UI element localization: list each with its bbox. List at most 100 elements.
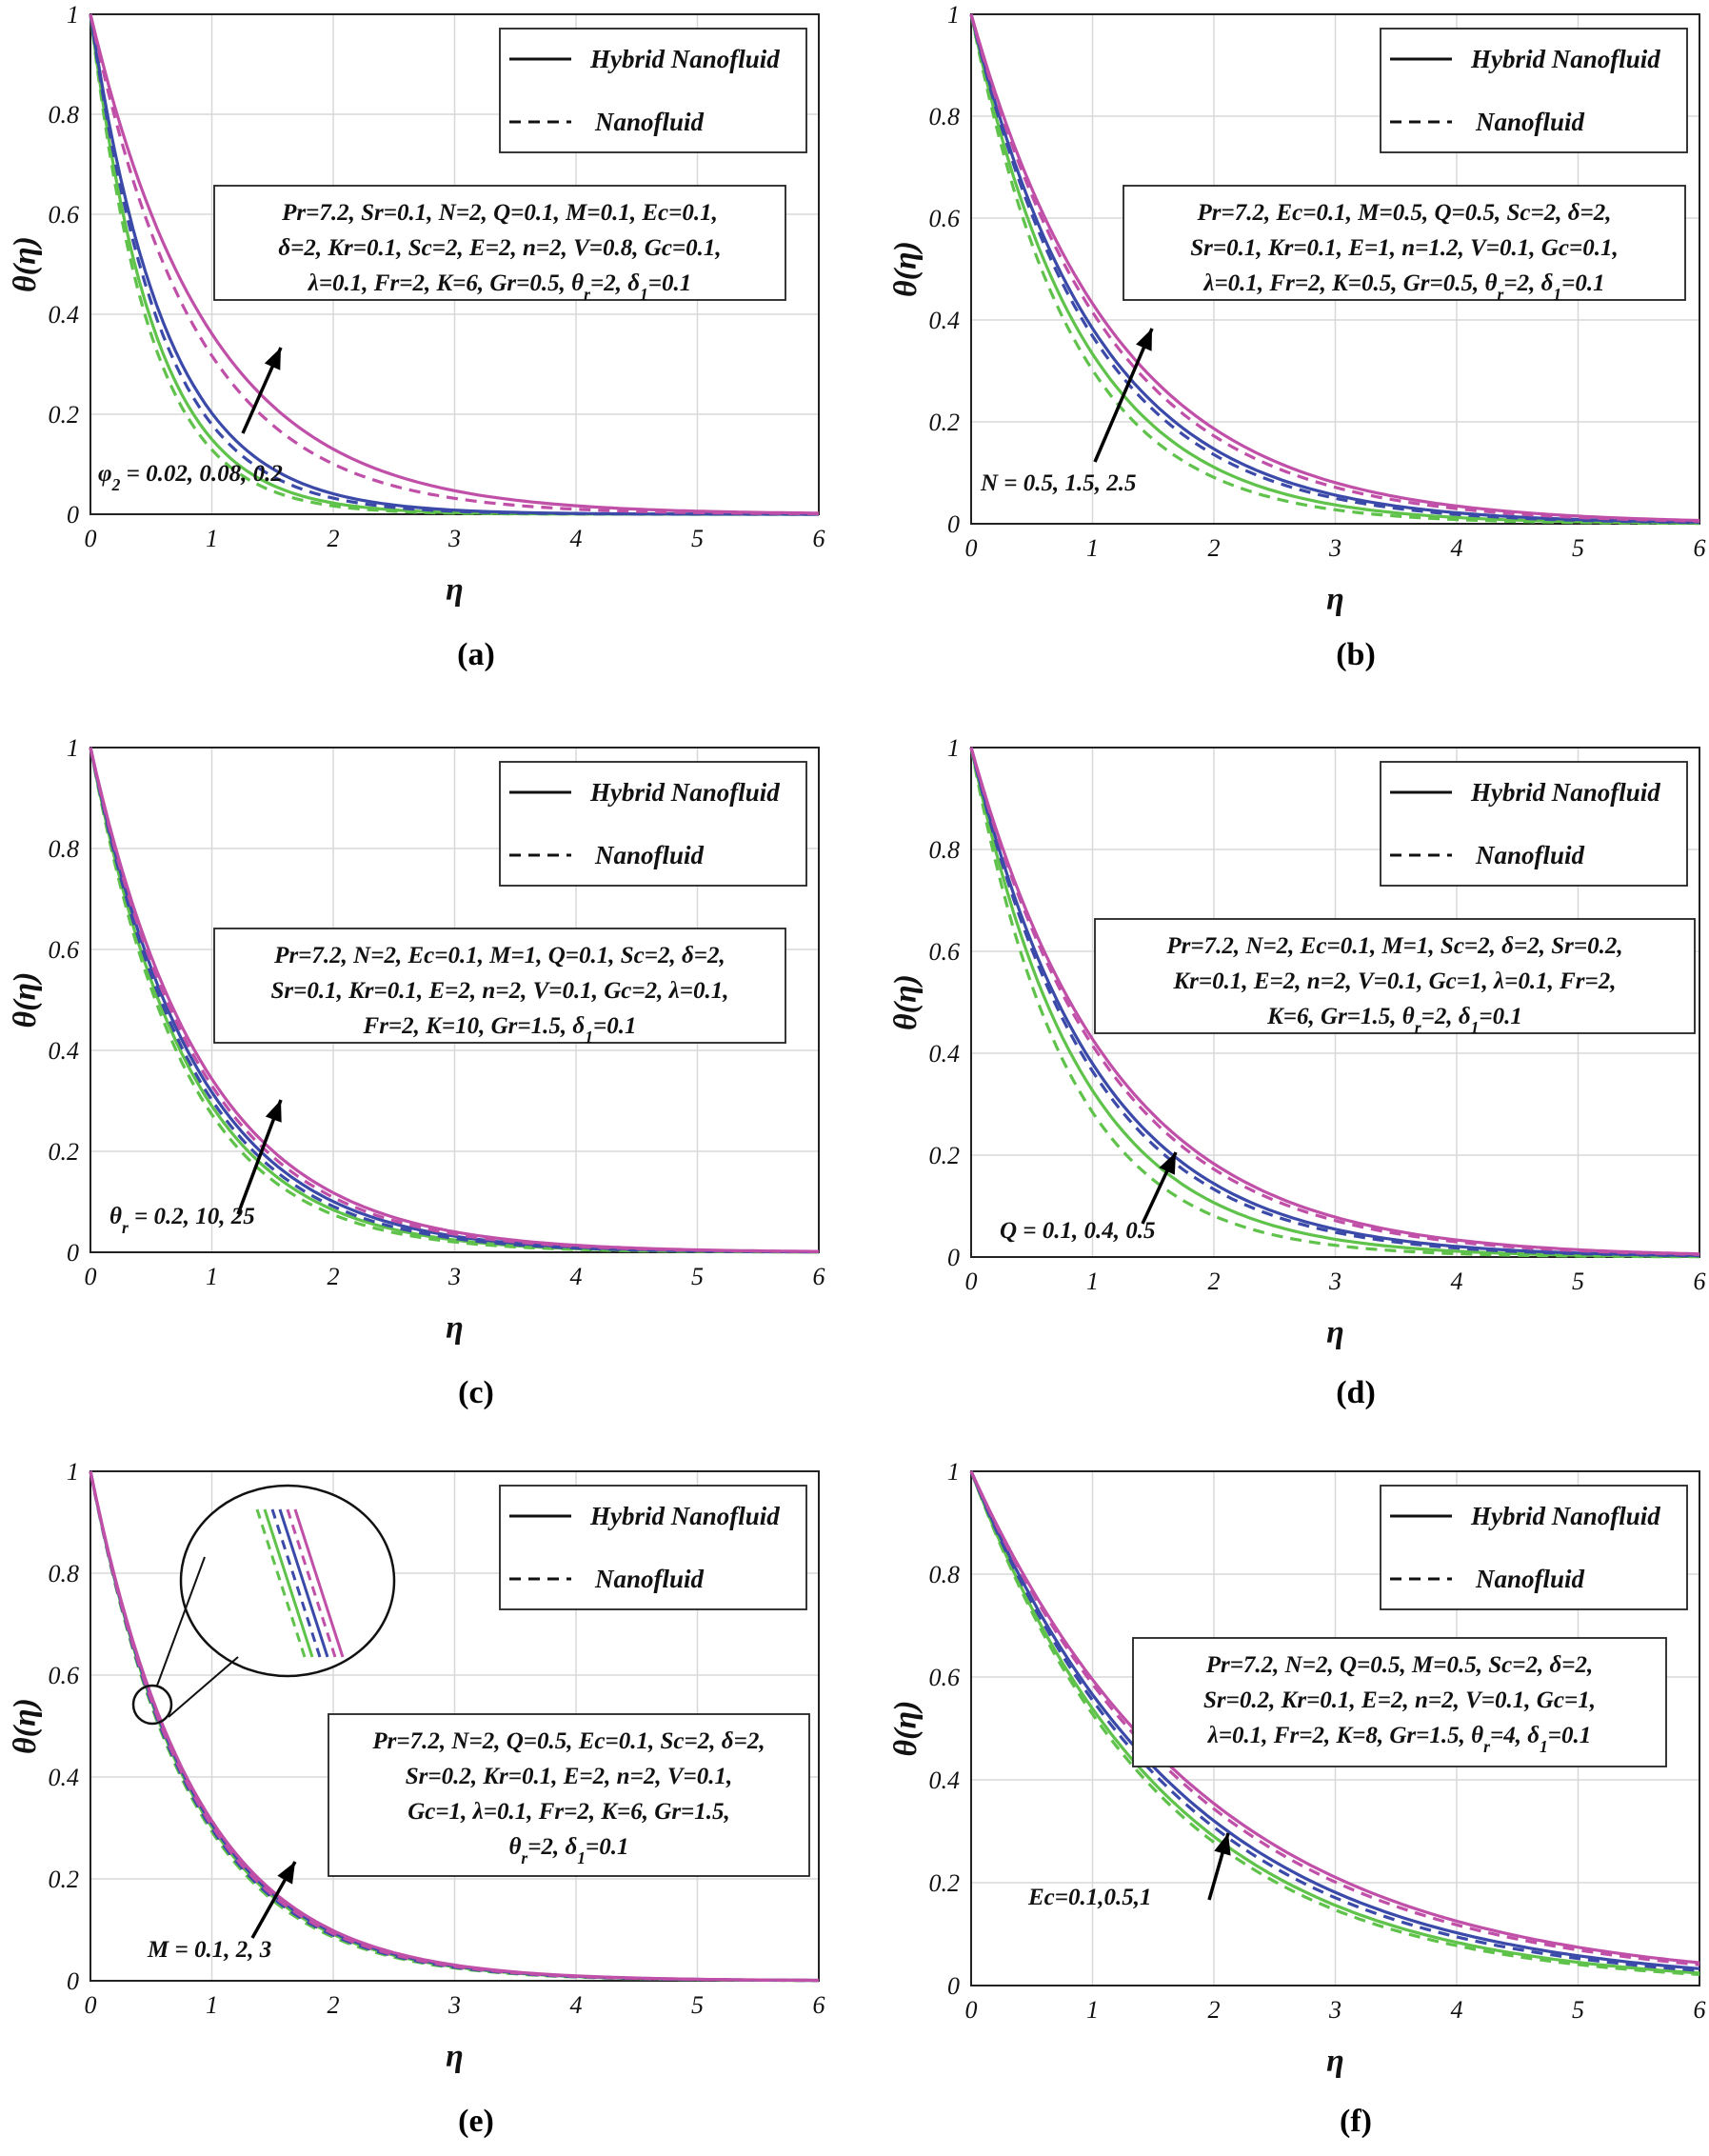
x-tick-label: 4 bbox=[570, 1263, 583, 1290]
series-line bbox=[969, 13, 1700, 525]
x-tick-label: 3 bbox=[447, 1991, 461, 2019]
series-line bbox=[969, 13, 1700, 523]
x-tick-label: 1 bbox=[1086, 534, 1099, 562]
plot-frame bbox=[89, 1470, 820, 1982]
params-line: δ=2, Kr=0.1, Sc=2, E=2, n=2, V=0.8, Gc=0… bbox=[278, 235, 721, 261]
x-tick-label: 6 bbox=[813, 1991, 825, 2019]
series-line bbox=[89, 747, 819, 1253]
series-line bbox=[969, 747, 1699, 1258]
x-tick-label: 0 bbox=[85, 525, 97, 552]
x-tick-label: 1 bbox=[1086, 1996, 1099, 2024]
parameter-annotation: Ec=0.1,0.5,1 bbox=[1027, 1885, 1152, 1910]
x-tick-label: 6 bbox=[813, 1263, 825, 1290]
params-line: Sr=0.2, Kr=0.1, E=2, n=2, V=0.1, bbox=[406, 1764, 733, 1789]
y-axis-label: θ(η) bbox=[8, 1698, 43, 1754]
series-line bbox=[969, 747, 1700, 1256]
series-line bbox=[969, 13, 1700, 525]
series-line bbox=[89, 13, 820, 516]
params-line: Pr=7.2, N=2, Q=0.5, M=0.5, Sc=2, δ=2, bbox=[1205, 1652, 1594, 1678]
params-line: Sr=0.1, Kr=0.1, E=1, n=1.2, V=0.1, Gc=0.… bbox=[1190, 235, 1618, 261]
y-axis-label: θ(η) bbox=[888, 974, 924, 1030]
x-tick-label: 3 bbox=[447, 525, 461, 552]
x-axis-label: η bbox=[446, 1310, 464, 1346]
arrow-head bbox=[1159, 1152, 1176, 1175]
y-tick-label: 0.8 bbox=[49, 101, 80, 129]
x-tick-label: 1 bbox=[206, 1991, 218, 2019]
y-tick-label: 0.6 bbox=[929, 1664, 961, 1691]
series-line bbox=[969, 1470, 1700, 1972]
legend-box bbox=[1380, 28, 1688, 153]
x-tick-label: 2 bbox=[328, 1991, 340, 2019]
zoom-series-line bbox=[263, 1508, 314, 1658]
legend-box bbox=[1380, 1485, 1688, 1610]
panel-caption: (e) bbox=[458, 2104, 494, 2139]
x-tick-label: 5 bbox=[691, 1991, 704, 2019]
y-tick-label: 0.4 bbox=[49, 1037, 80, 1065]
y-tick-label: 0.8 bbox=[49, 835, 80, 863]
y-tick-label: 0.6 bbox=[929, 205, 961, 232]
params-box bbox=[213, 185, 786, 301]
y-tick-label: 0 bbox=[947, 1972, 960, 2000]
series-line bbox=[969, 747, 1700, 1256]
params-box bbox=[1132, 1637, 1667, 1767]
zoom-connector bbox=[156, 1556, 206, 1687]
x-tick-label: 3 bbox=[447, 1263, 461, 1290]
x-tick-label: 2 bbox=[328, 525, 340, 552]
y-tick-label: 0.2 bbox=[49, 401, 80, 429]
y-tick-label: 0.2 bbox=[929, 409, 961, 436]
x-tick-label: 4 bbox=[570, 1991, 583, 2019]
x-axis-label: η bbox=[1326, 1315, 1344, 1350]
params-box bbox=[213, 928, 786, 1044]
series-line bbox=[969, 1470, 1700, 1965]
parameter-annotation: θr = 0.2, 10, 25 bbox=[109, 1204, 255, 1237]
x-tick-label: 3 bbox=[1328, 1996, 1341, 2024]
params-line: Pr=7.2, Ec=0.1, M=0.5, Q=0.5, Sc=2, δ=2, bbox=[1196, 200, 1611, 226]
arrow-shaft bbox=[1093, 328, 1154, 463]
x-axis-label: η bbox=[446, 572, 464, 608]
legend-nano-label: Nanofluid bbox=[1475, 841, 1585, 869]
legend-box bbox=[1380, 761, 1688, 887]
x-tick-label: 6 bbox=[1694, 1268, 1706, 1295]
parameter-annotation: N = 0.5, 1.5, 2.5 bbox=[980, 470, 1137, 496]
y-tick-label: 1 bbox=[67, 1, 79, 29]
legend-box bbox=[499, 761, 807, 887]
x-axis-label: η bbox=[1326, 582, 1344, 617]
y-tick-label: 0.6 bbox=[929, 938, 961, 966]
legend-box bbox=[499, 28, 807, 153]
arrow-head bbox=[1214, 1833, 1231, 1856]
series-line bbox=[969, 1470, 1700, 1976]
y-axis-label: θ(η) bbox=[888, 1701, 924, 1757]
series-line bbox=[89, 1470, 820, 1983]
series-line bbox=[969, 13, 1700, 523]
x-tick-label: 5 bbox=[1572, 534, 1584, 562]
x-tick-label: 4 bbox=[1451, 1268, 1463, 1295]
arrow-head bbox=[264, 348, 281, 370]
x-tick-label: 0 bbox=[965, 1268, 978, 1295]
plot-frame bbox=[970, 747, 1700, 1258]
legend-hybrid-label: Hybrid Nanofluid bbox=[589, 45, 780, 73]
y-tick-label: 1 bbox=[947, 1458, 960, 1486]
y-axis-label: θ(η) bbox=[8, 972, 43, 1028]
params-line: Sr=0.1, Kr=0.1, E=2, n=2, V=0.1, Gc=2, λ… bbox=[270, 978, 728, 1004]
arrow-head bbox=[1136, 329, 1152, 351]
y-tick-label: 1 bbox=[947, 734, 960, 762]
y-tick-label: 0.6 bbox=[49, 936, 80, 964]
x-tick-label: 4 bbox=[570, 525, 583, 552]
x-tick-label: 0 bbox=[85, 1991, 97, 2019]
arrow-head bbox=[277, 1862, 295, 1885]
legend-nano-label: Nanofluid bbox=[1475, 1565, 1585, 1593]
legend-nano-label: Nanofluid bbox=[1475, 108, 1585, 136]
x-tick-label: 6 bbox=[813, 525, 825, 552]
y-tick-label: 0.2 bbox=[49, 1866, 80, 1893]
series-line bbox=[969, 13, 1699, 526]
y-tick-label: 0 bbox=[67, 1239, 79, 1267]
x-tick-label: 2 bbox=[328, 1263, 340, 1290]
y-tick-label: 0.8 bbox=[929, 103, 961, 130]
x-tick-label: 4 bbox=[1451, 534, 1463, 562]
x-tick-label: 2 bbox=[1208, 534, 1221, 562]
x-tick-label: 5 bbox=[691, 1263, 704, 1290]
params-line: Pr=7.2, N=2, Q=0.5, Ec=0.1, Sc=2, δ=2, bbox=[371, 1728, 765, 1754]
x-axis-label: η bbox=[446, 2039, 464, 2074]
